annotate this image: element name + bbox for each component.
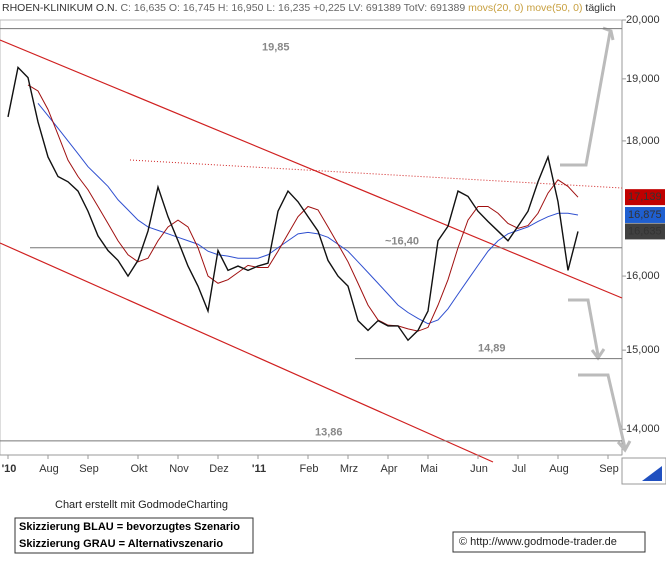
x-tick-label: Mai	[420, 463, 438, 475]
x-tick-label: Jul	[512, 463, 526, 475]
x-tick-label: Okt	[130, 463, 147, 475]
series-line	[37, 102, 579, 325]
trend-line-lower	[0, 242, 494, 463]
trend-line-upper	[0, 39, 623, 299]
level-label: 19,85	[262, 42, 290, 54]
y-tick-label: 16,000	[626, 270, 660, 282]
series-line	[27, 84, 579, 332]
price-label: 17,139	[628, 191, 662, 203]
x-tick-label: Apr	[380, 463, 397, 475]
x-tick-label: Nov	[169, 463, 189, 475]
legend-entry: move(50, 0)	[526, 2, 582, 14]
price-label: 16,875	[628, 209, 662, 221]
source-box	[452, 531, 646, 553]
price-label-box	[625, 223, 665, 240]
plot: 19,85 ~16,40 14,89 13,86	[0, 28, 622, 442]
scenario-arrow-down-2	[578, 373, 627, 449]
series-line	[7, 66, 579, 342]
x-tick-label: Dez	[209, 463, 229, 475]
x-tick-label: Feb	[300, 463, 319, 475]
icon	[642, 466, 662, 481]
x-tick-label: Sep	[79, 463, 99, 475]
y-tick-label: 14,000	[626, 423, 660, 435]
level-label: ~16,40	[385, 236, 419, 248]
level-label: 13,86	[315, 427, 343, 439]
note: Skizzierung BLAU = bevorzugtes Szenario	[19, 521, 240, 533]
price-label-box	[625, 189, 665, 206]
x-tick-label: Mrz	[340, 463, 358, 475]
icon-frame	[621, 457, 666, 485]
x-tick-label: Jun	[470, 463, 488, 475]
note: Skizzierung GRAU = Alternativszenario	[19, 538, 223, 550]
legend-entry: movs(20, 0)	[468, 2, 523, 14]
plot-area	[0, 19, 623, 456]
source: © http://www.godmode-trader.de	[459, 536, 617, 548]
x-tick-label: '10	[2, 463, 17, 475]
x-tick-label: Aug	[39, 463, 59, 475]
header: RHOEN-KLINIKUM O.N. C: 16,635 O: 16,745 …	[2, 2, 616, 14]
x-tick-label: Sep	[599, 463, 619, 475]
price-label: 16,635	[628, 225, 662, 237]
header-info: C: 16,635 O: 16,745 H: 16,950 L: 16,235 …	[120, 2, 465, 14]
x-tick-label: '11	[252, 463, 266, 475]
x-tick-label: Aug	[549, 463, 569, 475]
y-tick-label: 20,000	[626, 14, 660, 26]
note-box	[14, 517, 254, 554]
price-label-box	[625, 206, 665, 223]
header-title: RHOEN-KLINIKUM O.N.	[2, 2, 118, 14]
y-tick-label: 19,000	[626, 73, 660, 85]
level-label: 14,89	[478, 342, 506, 354]
arrow-head	[590, 348, 606, 361]
scenario-arrow-up	[560, 31, 612, 167]
scenario-arrow-down	[568, 298, 600, 356]
resistance-line	[129, 159, 623, 189]
arrow-head	[616, 440, 632, 453]
header-period: täglich	[585, 2, 616, 14]
credit: Chart erstellt mit GodmodeCharting	[55, 499, 228, 511]
y-tick-label: 18,000	[626, 135, 660, 147]
y-tick-label: 15,000	[626, 344, 660, 356]
